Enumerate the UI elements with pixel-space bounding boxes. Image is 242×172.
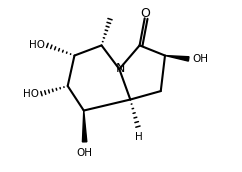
Text: O: O	[141, 7, 151, 20]
Polygon shape	[165, 56, 189, 61]
Text: N: N	[115, 62, 125, 75]
Polygon shape	[83, 111, 87, 142]
Text: OH: OH	[192, 54, 208, 64]
Text: OH: OH	[77, 148, 93, 158]
Text: H: H	[135, 132, 143, 142]
Text: HO: HO	[29, 40, 45, 50]
Text: HO: HO	[23, 89, 39, 99]
